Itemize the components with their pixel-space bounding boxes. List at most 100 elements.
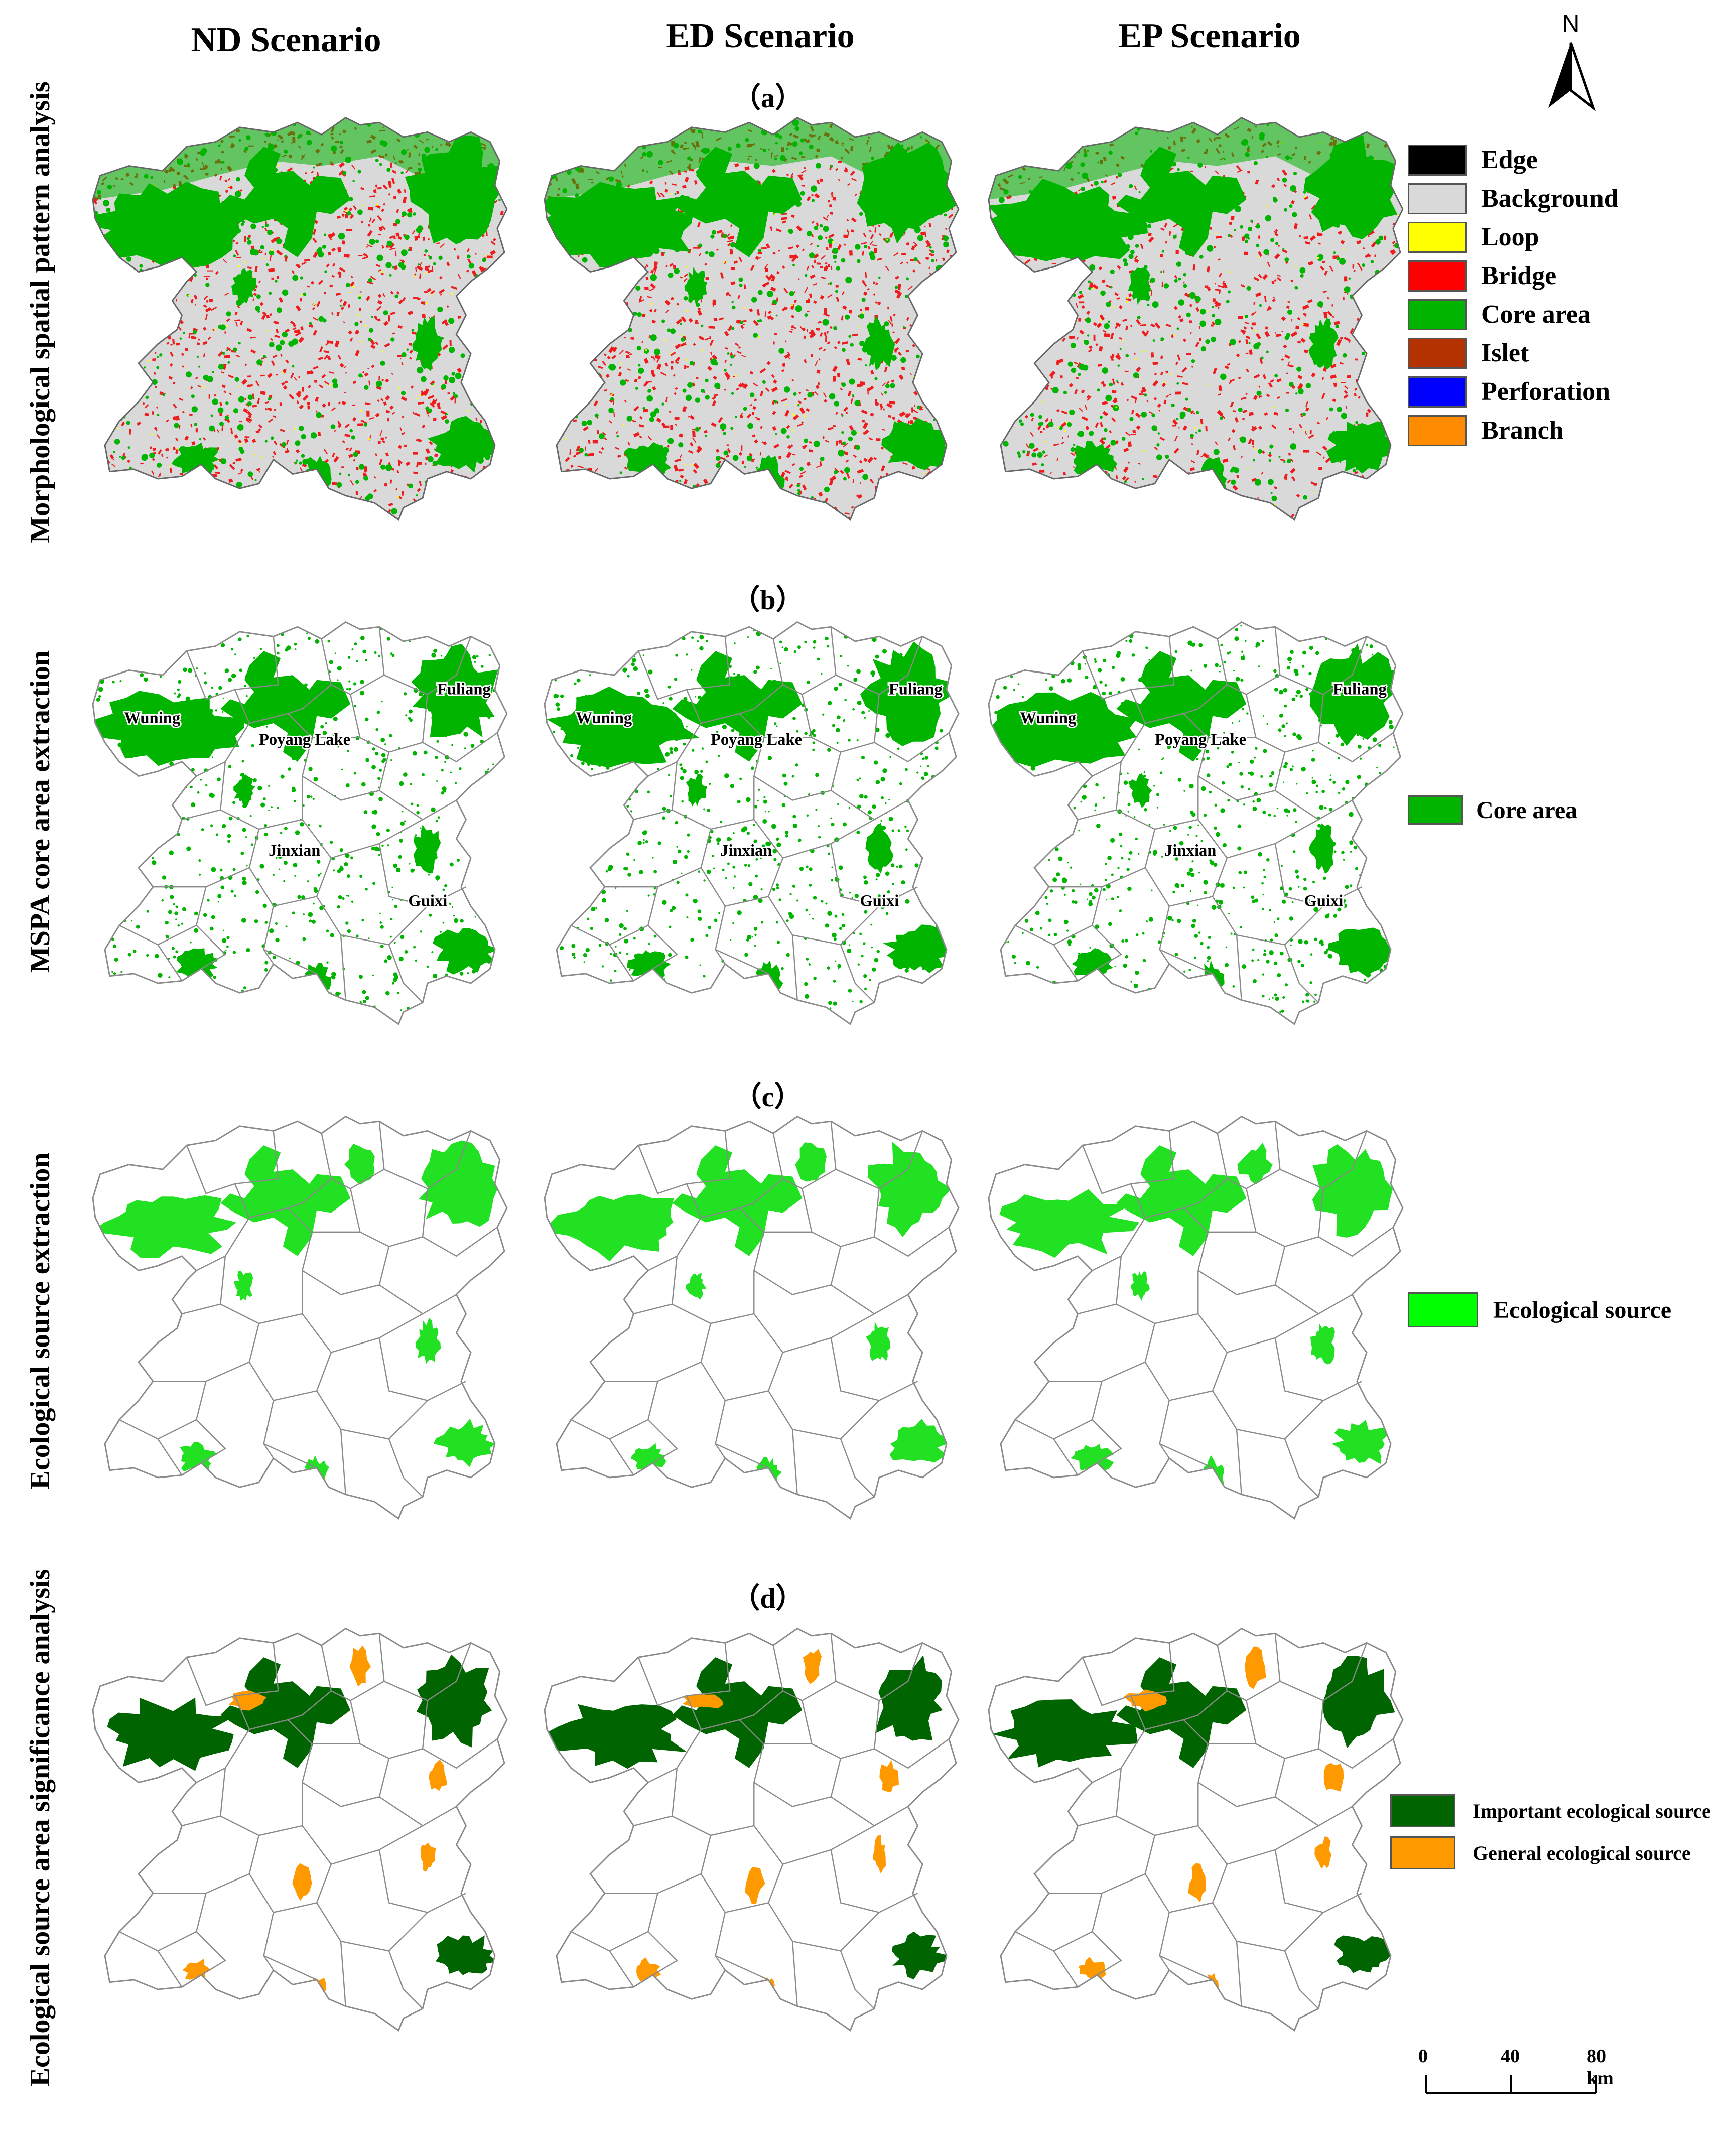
core-patch: [797, 492, 801, 495]
bridge-patch: [230, 186, 233, 188]
core-patch: [700, 770, 703, 773]
core-patch: [793, 392, 796, 396]
core-patch: [200, 779, 202, 781]
bridge-patch: [197, 342, 200, 345]
bridge-patch: [1134, 353, 1135, 355]
core-patch: [709, 783, 711, 785]
core-patch: [669, 747, 673, 751]
core-patch: [347, 211, 351, 215]
core-patch: [1129, 184, 1133, 188]
core-patch: [142, 454, 148, 460]
core-patch: [1302, 413, 1306, 416]
row-title-c: Ecological source extraction: [24, 1120, 56, 1522]
core-patch: [408, 483, 413, 488]
core-patch: [1142, 478, 1144, 480]
core-patch: [241, 223, 244, 226]
core-patch: [842, 442, 846, 445]
core-patch: [692, 749, 695, 752]
core-patch: [1269, 444, 1273, 448]
core-patch: [852, 394, 854, 397]
core-patch: [1199, 255, 1204, 259]
core-patch: [786, 435, 790, 439]
core-patch: [381, 760, 385, 763]
core-patch: [173, 903, 175, 905]
core-patch: [627, 873, 631, 877]
core-patch: [404, 692, 407, 695]
core-patch: [453, 915, 455, 916]
bridge-patch: [811, 354, 813, 357]
loop-patch: [1065, 422, 1067, 423]
core-patch: [1248, 237, 1250, 239]
core-patch: [779, 662, 781, 664]
core-patch: [377, 711, 380, 714]
core-patch: [1211, 337, 1216, 342]
core-patch: [313, 166, 315, 168]
core-patch: [875, 377, 878, 380]
core-patch: [1176, 418, 1179, 420]
core-patch: [407, 348, 409, 351]
core-patch: [211, 867, 216, 872]
loop-patch: [467, 410, 469, 412]
bridge-patch: [1214, 246, 1216, 248]
core-patch: [637, 312, 642, 317]
core-patch: [829, 282, 832, 285]
core-patch: [199, 438, 201, 440]
loop-patch: [267, 330, 269, 331]
core-patch: [260, 648, 262, 650]
core-patch: [190, 786, 192, 788]
core-patch: [348, 680, 350, 682]
loop-patch: [1266, 206, 1268, 207]
core-patch: [1177, 168, 1180, 171]
loop-patch: [1126, 301, 1128, 303]
loop-patch: [1229, 272, 1231, 273]
core-patch: [113, 972, 116, 975]
core-patch: [372, 747, 375, 751]
core-patch: [326, 962, 328, 964]
loop-patch: [858, 326, 860, 327]
core-patch: [294, 277, 296, 279]
core-patch: [1240, 225, 1243, 229]
core-patch: [402, 811, 404, 812]
core-patch: [1160, 337, 1164, 341]
bridge-patch: [307, 406, 310, 409]
core-patch: [705, 395, 710, 399]
core-patch: [1048, 422, 1053, 427]
core-patch: [1275, 242, 1278, 245]
core-patch: [320, 725, 324, 729]
core-patch: [595, 414, 599, 418]
core-patch: [460, 972, 464, 976]
core-patch: [268, 397, 272, 401]
bridge-patch: [1343, 297, 1345, 300]
core-patch: [260, 802, 265, 807]
core-patch: [329, 660, 333, 664]
core-patch: [331, 424, 336, 429]
core-patch: [837, 742, 839, 744]
bridge-patch: [1286, 373, 1288, 374]
bridge-patch: [626, 355, 630, 358]
core-patch: [851, 430, 857, 436]
core-patch: [358, 296, 361, 299]
bridge-patch: [423, 301, 425, 302]
core-patch: [899, 865, 903, 869]
loop-patch: [359, 295, 361, 297]
core-patch: [1109, 383, 1113, 387]
core-patch: [1190, 434, 1194, 438]
core-patch: [1295, 392, 1297, 394]
core-patch: [662, 807, 666, 811]
core-patch: [1151, 425, 1157, 431]
core-patch: [424, 751, 428, 755]
core-patch: [367, 493, 373, 499]
core-patch: [354, 772, 356, 774]
core-patch: [754, 934, 756, 936]
bridge-patch: [1297, 341, 1301, 344]
loop-patch: [1200, 425, 1202, 426]
core-patch: [449, 347, 455, 353]
core-patch: [374, 847, 378, 851]
core-patch: [763, 800, 767, 804]
core-patch: [1186, 313, 1190, 317]
core-patch: [637, 841, 642, 845]
bridge-patch: [352, 405, 355, 406]
core-patch: [1293, 172, 1297, 175]
core-patch: [681, 873, 683, 874]
core-patch: [1256, 244, 1259, 247]
